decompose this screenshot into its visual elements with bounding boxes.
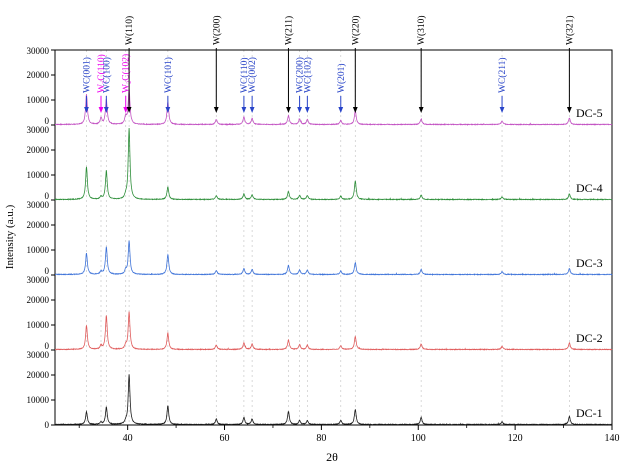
peak-arrowhead (165, 107, 171, 113)
peak-label: WC(110) (239, 57, 250, 93)
y-tick-label: 10000 (27, 170, 50, 180)
peak-label: W(310) (416, 15, 427, 45)
peak-arrowhead (84, 107, 89, 113)
y-tick-label: 20000 (27, 220, 50, 230)
peak-label: W₂C(110) (96, 54, 107, 93)
peak-label: WC(200) (295, 57, 306, 93)
plot-frame (54, 49, 613, 426)
peak-label: WC(001) (81, 57, 92, 93)
peak-arrowhead (98, 107, 104, 113)
peak-label: W(321) (564, 15, 575, 45)
series-label-DC-1: DC-1 (576, 406, 603, 420)
y-tick-label: 20000 (27, 70, 50, 80)
trace-DC-2 (54, 311, 613, 351)
series-label-DC-5: DC-5 (576, 106, 603, 120)
y-tick-label: 30000 (27, 275, 50, 285)
series-label-DC-4: DC-4 (576, 181, 603, 195)
peak-label: WC(101) (163, 57, 174, 93)
peak-arrowhead (126, 107, 132, 113)
peak-label: WC(100) (101, 57, 112, 93)
peak-arrowhead (352, 107, 358, 113)
peak-label: W₂C(102) (121, 54, 132, 93)
y-tick-label: 10000 (27, 320, 50, 330)
y-tick-label: 20000 (27, 295, 50, 305)
trace-DC-4 (54, 127, 613, 201)
peak-arrowhead (304, 107, 310, 113)
peak-label: WC(002) (247, 57, 258, 93)
peak-arrowhead (418, 107, 424, 113)
x-axis-label: 2θ (326, 450, 338, 464)
y-tick-label: 10000 (27, 95, 50, 105)
y-tick-label: 0 (45, 341, 50, 351)
axes-layer: 0100002000030000010000200003000001000020… (27, 46, 620, 444)
peak-label: WC(102) (302, 57, 313, 93)
peak-label: W(211) (283, 16, 294, 45)
series-label-DC-3: DC-3 (576, 256, 603, 270)
gridlines-layer (86, 50, 570, 425)
y-tick-label: 30000 (27, 200, 50, 210)
series-label-DC-2: DC-2 (576, 331, 603, 345)
peak-arrowhead (297, 107, 302, 113)
peak-arrowhead (213, 107, 219, 113)
peak-arrowhead (499, 107, 505, 113)
traces-layer: DC-5 DC-4 DC-3 DC-2 DC-1 (54, 88, 613, 426)
peak-arrowhead (338, 107, 344, 113)
x-tick-label: 100 (411, 433, 426, 444)
x-tick-label: 120 (508, 433, 523, 444)
y-tick-label: 30000 (27, 350, 50, 360)
y-tick-label: 20000 (27, 145, 50, 155)
peak-label: W(110) (124, 16, 135, 45)
peak-arrowhead (241, 107, 247, 113)
y-tick-label: 0 (45, 191, 50, 201)
peak-label: WC(211) (497, 57, 508, 93)
peak-arrowhead (123, 107, 129, 113)
y-tick-label: 10000 (27, 245, 50, 255)
trace-DC-3 (55, 240, 613, 276)
y-tick-label: 30000 (27, 46, 50, 56)
peak-label: W(200) (211, 15, 222, 45)
y-tick-label: 10000 (27, 395, 50, 405)
trace-DC-1 (54, 374, 613, 426)
y-tick-label: 0 (45, 266, 50, 276)
peak-arrowhead (103, 107, 109, 113)
y-tick-label: 0 (45, 420, 50, 430)
trace-DC-5 (54, 88, 613, 126)
peak-annotations-layer: WC(001) W₂C(110)WC(100) W₂C(102) W(110) WC(1… (81, 15, 575, 113)
peak-arrowhead (249, 107, 255, 113)
x-tick-label: 40 (123, 433, 133, 444)
y-tick-label: 0 (45, 116, 50, 126)
peak-arrowhead (286, 107, 291, 113)
peak-arrowhead (566, 107, 572, 113)
peak-label: W(220) (350, 15, 361, 45)
y-tick-label: 20000 (27, 370, 50, 380)
y-tick-label: 30000 (27, 125, 50, 135)
peak-label: W(201) (336, 63, 347, 93)
x-tick-label: 140 (605, 433, 620, 444)
y-axis-label: Intensity (a.u.) (4, 204, 16, 269)
x-tick-label: 60 (220, 433, 230, 444)
x-tick-label: 80 (316, 433, 326, 444)
